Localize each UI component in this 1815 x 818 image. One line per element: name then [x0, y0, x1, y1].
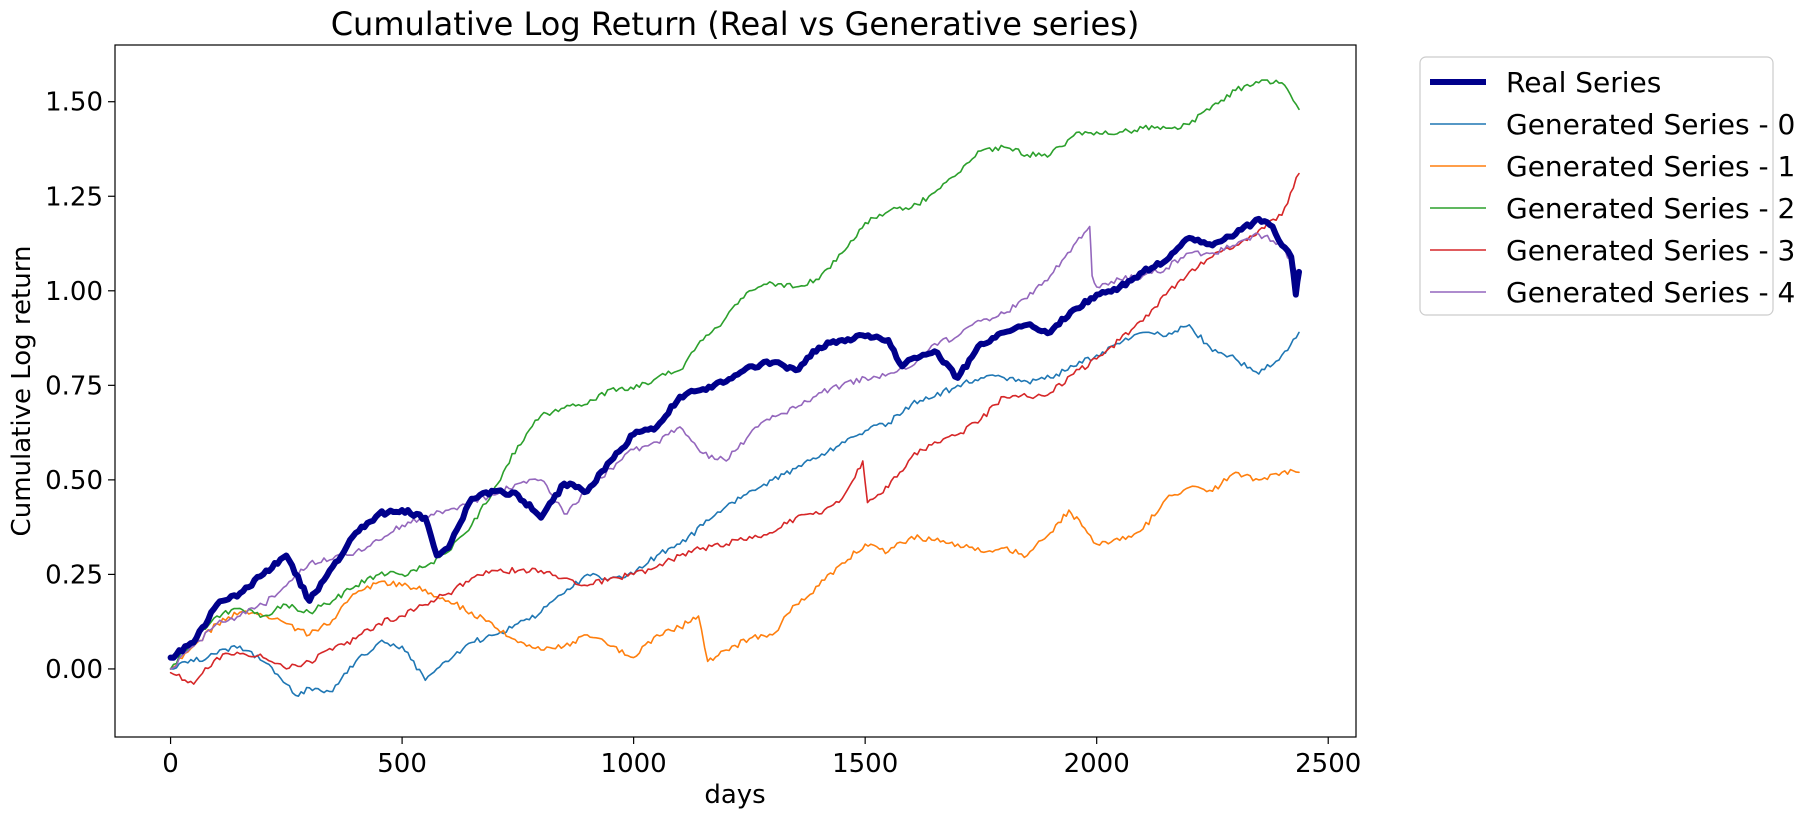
x-tick-label: 2500 — [1295, 749, 1361, 779]
y-tick-label: 0.75 — [45, 371, 103, 401]
series-layer — [167, 79, 1302, 698]
x-axis-title: days — [704, 780, 765, 810]
series-line-1 — [169, 323, 1300, 698]
series-line-2 — [169, 468, 1300, 670]
series-line-0 — [167, 215, 1302, 661]
y-tick-label: 1.50 — [45, 88, 103, 118]
series-line-5 — [169, 225, 1300, 670]
x-axis: 0 500 1000 1500 2000 2500 — [162, 737, 1361, 779]
legend-label-3: Generated Series - 2 — [1506, 192, 1795, 225]
series-line-4 — [169, 172, 1300, 685]
y-axis: 0.00 0.25 0.50 0.75 1.00 1.25 1.50 — [45, 88, 115, 685]
y-tick-label: 0.00 — [45, 655, 103, 685]
y-axis-title: Cumulative Log return — [7, 246, 37, 537]
x-tick-label: 2000 — [1064, 749, 1130, 779]
legend-label-2: Generated Series - 1 — [1506, 150, 1795, 183]
x-tick-label: 0 — [162, 749, 179, 779]
y-tick-label: 0.50 — [45, 466, 103, 496]
plot-frame — [114, 44, 1357, 738]
plot-area — [114, 44, 1357, 738]
x-tick-label: 500 — [377, 749, 427, 779]
legend-frame — [1419, 56, 1774, 316]
y-tick-label: 1.00 — [45, 277, 103, 307]
legend-label-4: Generated Series - 3 — [1506, 234, 1795, 267]
legend-label-1: Generated Series - 0 — [1506, 108, 1795, 141]
series-line-3 — [169, 79, 1300, 670]
legend: Real Series Generated Series - 0 Generated… — [1419, 56, 1795, 316]
legend-label-5: Generated Series - 4 — [1506, 276, 1795, 309]
x-tick-label: 1500 — [832, 749, 898, 779]
legend-label-0: Real Series — [1506, 66, 1661, 99]
y-tick-label: 0.25 — [45, 560, 103, 590]
x-tick-label: 1000 — [601, 749, 667, 779]
y-tick-label: 1.25 — [45, 182, 103, 212]
legend-items: Real Series Generated Series - 0 Generated… — [1430, 66, 1795, 309]
chart-title: Cumulative Log Return (Real vs Generativ… — [331, 5, 1140, 43]
